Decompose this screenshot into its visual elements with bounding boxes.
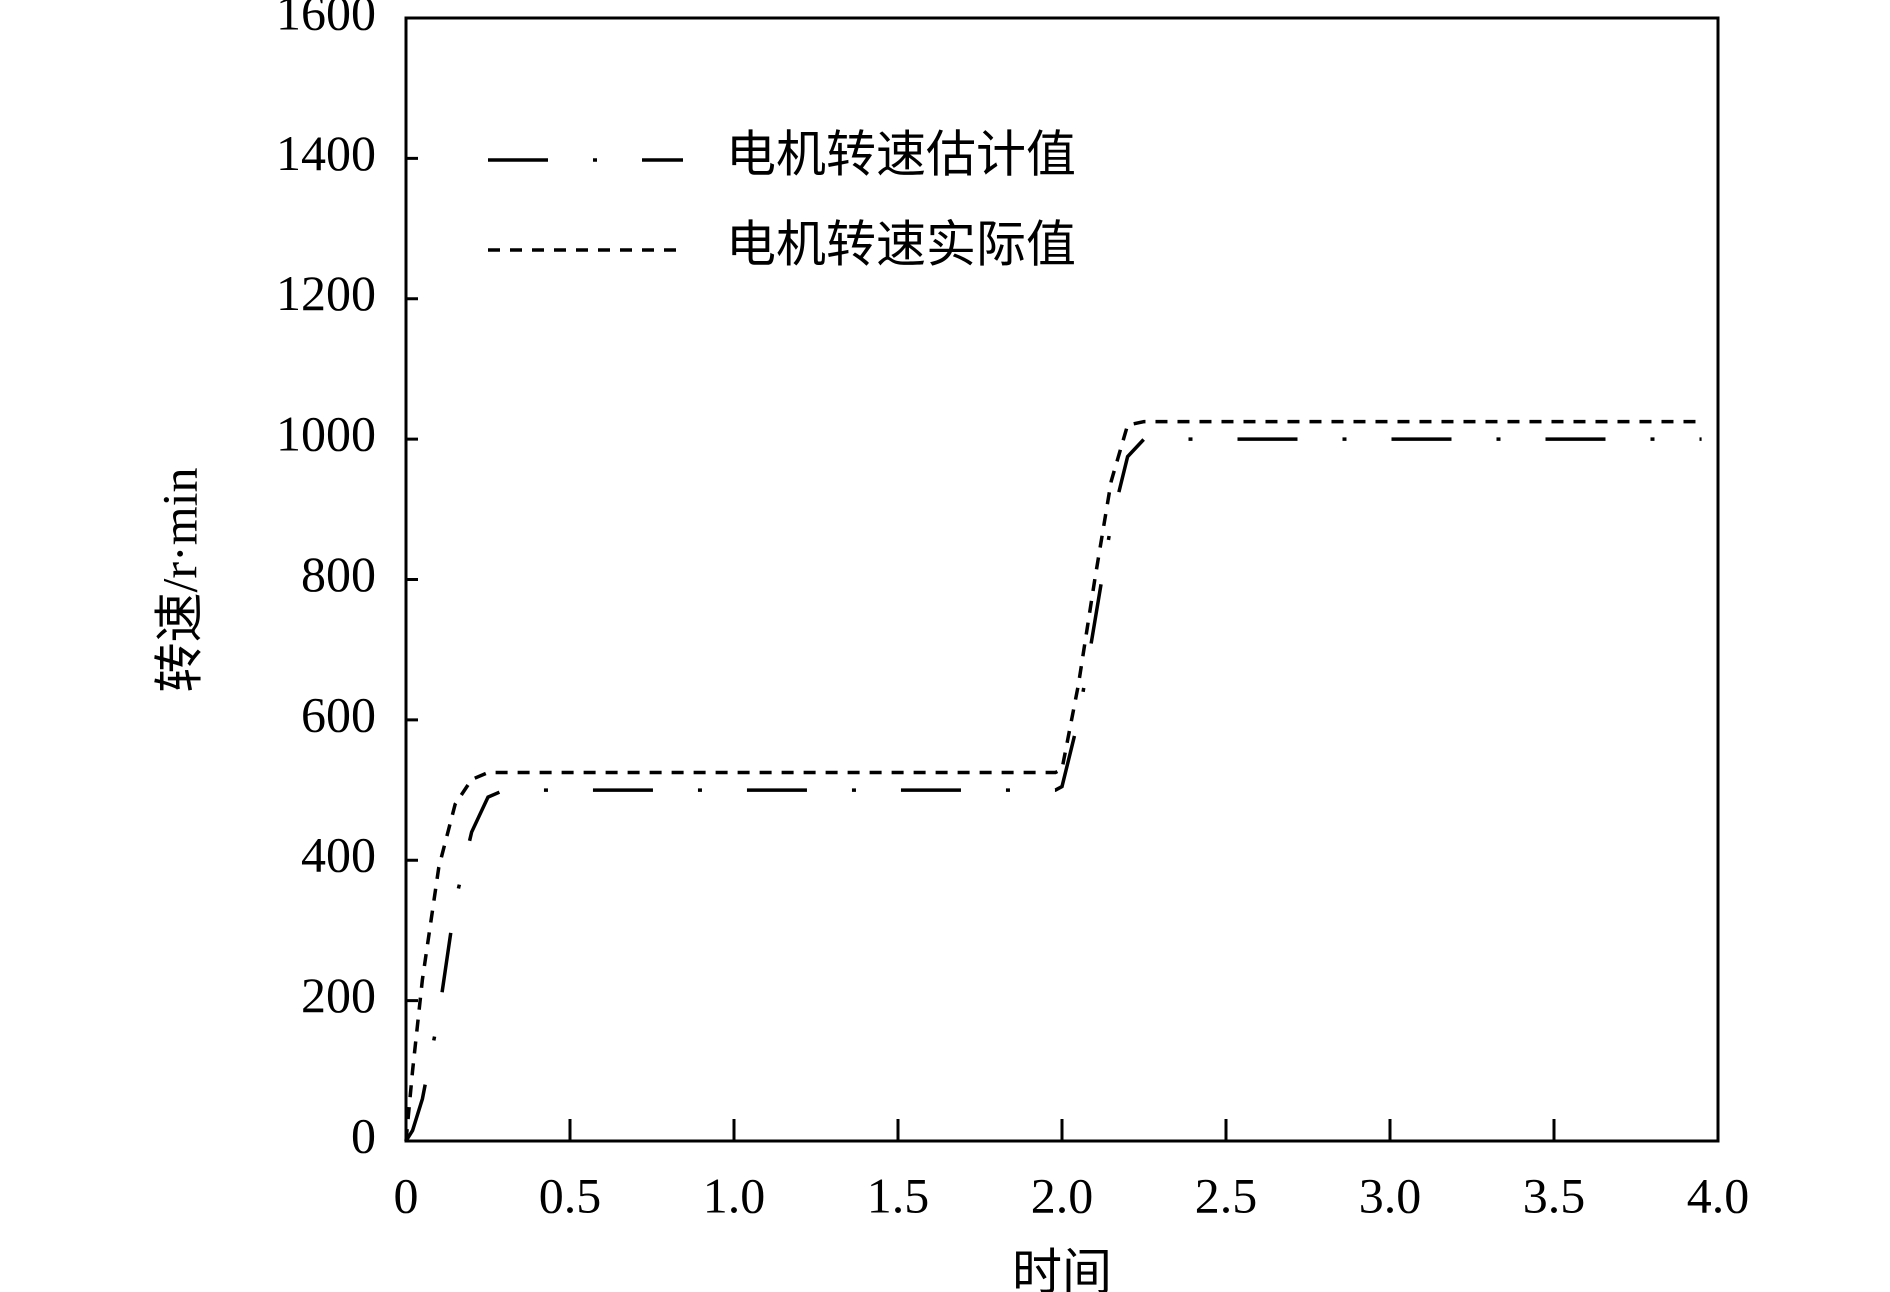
x-tick-label: 0.5 — [539, 1167, 602, 1223]
x-tick-label: 4.0 — [1687, 1167, 1750, 1223]
x-tick-label: 3.5 — [1523, 1167, 1586, 1223]
x-tick-label: 2.5 — [1195, 1167, 1258, 1223]
series-line — [404, 419, 1702, 1142]
series-line — [404, 437, 1702, 1142]
y-tick-label: 1400 — [276, 125, 376, 181]
y-tick-label: 200 — [301, 967, 376, 1023]
x-tick-label: 1.0 — [703, 1167, 766, 1223]
x-tick-label: 0 — [394, 1167, 419, 1223]
y-axis-label: 转速/r·min — [151, 468, 207, 693]
legend-label: 电机转速实际值 — [726, 216, 1076, 272]
y-tick-label: 1000 — [276, 406, 376, 462]
y-tick-label: 600 — [301, 686, 376, 742]
y-tick-label: 0 — [351, 1107, 376, 1163]
y-tick-label: 1600 — [276, 0, 376, 40]
x-axis-label: 时间 — [1012, 1244, 1112, 1292]
x-tick-label: 1.5 — [867, 1167, 930, 1223]
x-tick-label: 3.0 — [1359, 1167, 1422, 1223]
x-tick-label: 2.0 — [1031, 1167, 1094, 1223]
legend-label: 电机转速估计值 — [726, 126, 1076, 182]
y-tick-label: 800 — [301, 546, 376, 602]
y-tick-label: 400 — [301, 827, 376, 883]
y-tick-label: 1200 — [276, 265, 376, 321]
